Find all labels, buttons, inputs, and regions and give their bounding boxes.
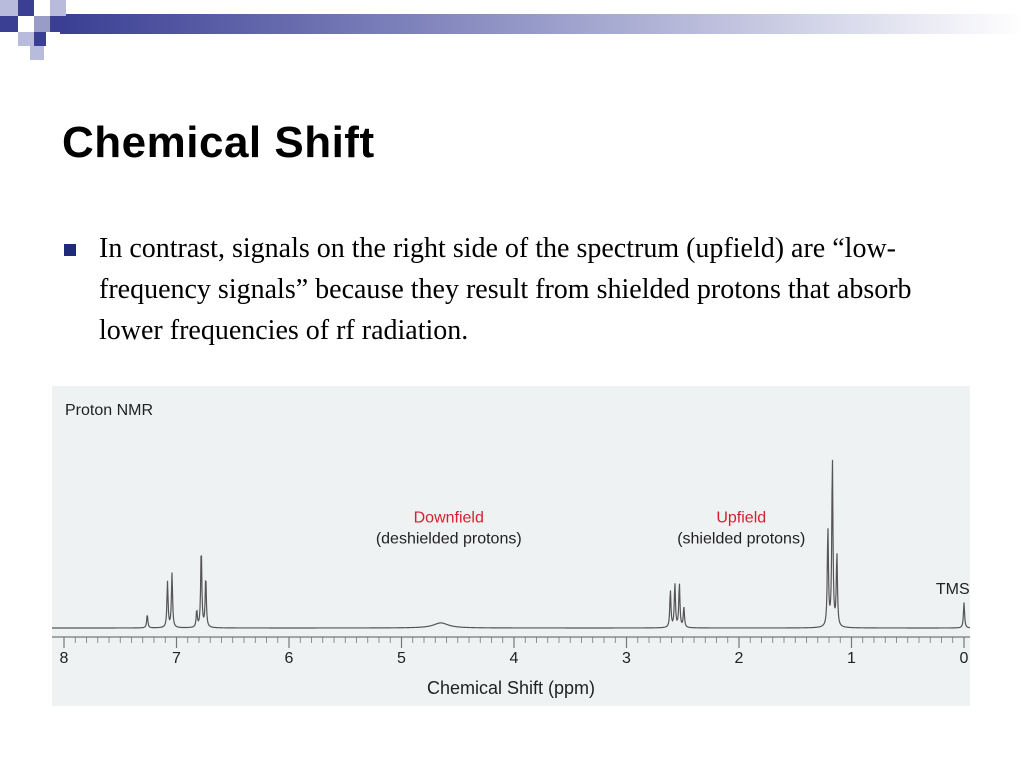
nmr-spectrum-chart: Proton NMR Downfield (deshielded protons)… [52,386,970,706]
header-decoration [0,0,1024,60]
bullet-square-icon [64,244,76,256]
x-tick-label: 3 [622,650,631,667]
annotation-sublabel: (deshielded protons) [376,531,522,548]
annotation-sublabel: (shielded protons) [677,531,805,548]
annotation-label: TMS [936,581,970,598]
x-tick-label: 8 [60,650,69,667]
x-axis-label: Chemical Shift (ppm) [427,678,595,698]
x-tick-label: 7 [172,650,181,667]
x-tick-label: 1 [847,650,856,667]
spectrum-trace [52,459,970,629]
x-tick-label: 2 [735,650,744,667]
x-tick-label: 5 [397,650,406,667]
x-tick-label: 6 [285,650,294,667]
annotation-label: Downfield [414,510,484,527]
slide-title: Chemical Shift [62,118,375,167]
annotation-label: Upfield [716,510,766,527]
x-tick-label: 0 [960,650,969,667]
chart-title: Proton NMR [65,402,153,419]
x-tick-label: 4 [510,650,519,667]
chart-panel-background [52,386,970,706]
bullet-text: In contrast, signals on the right side o… [99,233,912,346]
